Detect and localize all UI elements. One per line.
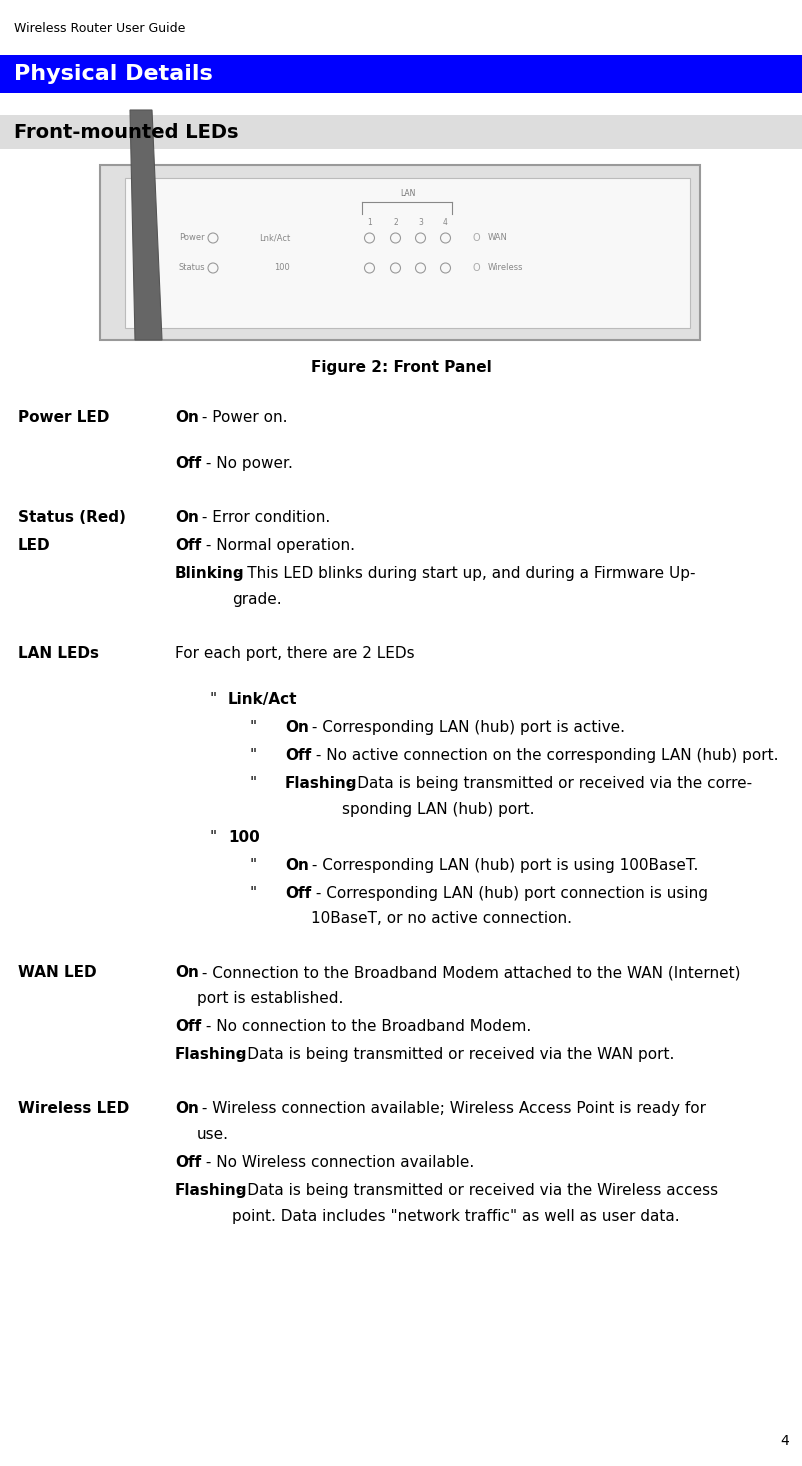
Text: 1: 1 — [367, 218, 371, 227]
Text: 2: 2 — [393, 218, 397, 227]
Text: 4: 4 — [780, 1434, 788, 1448]
Text: Off: Off — [175, 1019, 201, 1034]
Text: LAN: LAN — [399, 189, 415, 198]
Text: point. Data includes "network traffic" as well as user data.: point. Data includes "network traffic" a… — [232, 1208, 678, 1224]
Text: - Normal operation.: - Normal operation. — [200, 538, 354, 553]
Text: Status (Red): Status (Red) — [18, 510, 126, 525]
Text: Off: Off — [285, 748, 311, 762]
Text: - Data is being transmitted or received via the WAN port.: - Data is being transmitted or received … — [232, 1047, 674, 1061]
Bar — [100, 166, 699, 340]
Text: Flashing: Flashing — [285, 776, 357, 790]
Text: Status: Status — [178, 264, 205, 273]
Text: Lnk/Act: Lnk/Act — [258, 233, 290, 242]
Text: port is established.: port is established. — [196, 991, 343, 1006]
Text: - No Wireless connection available.: - No Wireless connection available. — [200, 1155, 474, 1170]
Text: ": " — [249, 858, 257, 872]
Text: - Corresponding LAN (hub) port connection is using: - Corresponding LAN (hub) port connectio… — [310, 885, 707, 900]
Text: Power LED: Power LED — [18, 410, 109, 425]
Text: Figure 2: Front Panel: Figure 2: Front Panel — [310, 361, 492, 375]
Text: ": " — [210, 692, 217, 707]
Text: Physical Details: Physical Details — [14, 65, 213, 84]
Text: ": " — [210, 830, 217, 844]
Text: O: O — [472, 233, 480, 243]
Text: Off: Off — [175, 538, 201, 553]
Text: Off: Off — [285, 885, 311, 900]
Text: 100: 100 — [228, 830, 259, 844]
Text: Power: Power — [179, 233, 205, 242]
Text: - Data is being transmitted or received via the Wireless access: - Data is being transmitted or received … — [232, 1183, 717, 1198]
Text: use.: use. — [196, 1127, 229, 1142]
Bar — [0, 56, 802, 92]
Text: LED: LED — [18, 538, 51, 553]
Text: - No power.: - No power. — [200, 456, 293, 471]
Text: O: O — [472, 262, 480, 273]
Text: ": " — [249, 885, 257, 900]
Text: WAN: WAN — [487, 233, 507, 242]
Text: Flashing: Flashing — [175, 1183, 247, 1198]
Text: On: On — [175, 1101, 199, 1116]
Text: Blinking: Blinking — [175, 566, 245, 581]
Text: - Wireless connection available; Wireless Access Point is ready for: - Wireless connection available; Wireles… — [196, 1101, 705, 1116]
Text: WAN LED: WAN LED — [18, 965, 96, 981]
Text: - No connection to the Broadband Modem.: - No connection to the Broadband Modem. — [200, 1019, 531, 1034]
Text: On: On — [285, 858, 309, 872]
Polygon shape — [130, 110, 162, 340]
Text: - No active connection on the corresponding LAN (hub) port.: - No active connection on the correspond… — [310, 748, 777, 762]
Text: Link/Act: Link/Act — [228, 692, 297, 707]
Text: LAN LEDs: LAN LEDs — [18, 645, 99, 661]
Text: 4: 4 — [443, 218, 448, 227]
Text: Wireless Router User Guide: Wireless Router User Guide — [14, 22, 185, 35]
Text: Off: Off — [175, 456, 201, 471]
Text: Wireless LED: Wireless LED — [18, 1101, 129, 1116]
Text: On: On — [175, 965, 199, 981]
Text: Flashing: Flashing — [175, 1047, 247, 1061]
Text: 100: 100 — [274, 264, 290, 273]
Text: On: On — [285, 720, 309, 734]
Text: 10BaseT, or no active connection.: 10BaseT, or no active connection. — [310, 912, 571, 927]
Text: For each port, there are 2 LEDs: For each port, there are 2 LEDs — [175, 645, 414, 661]
Text: - Corresponding LAN (hub) port is active.: - Corresponding LAN (hub) port is active… — [306, 720, 624, 734]
Text: On: On — [175, 510, 199, 525]
Text: Front-mounted LEDs: Front-mounted LEDs — [14, 123, 238, 142]
Bar — [125, 177, 689, 328]
Text: Wireless: Wireless — [487, 264, 522, 273]
Text: On: On — [175, 410, 199, 425]
Text: grade.: grade. — [232, 592, 282, 607]
Text: ": " — [249, 748, 257, 762]
Text: - Error condition.: - Error condition. — [196, 510, 330, 525]
Bar — [0, 114, 802, 150]
Text: - Power on.: - Power on. — [196, 410, 287, 425]
Text: ": " — [249, 776, 257, 790]
Text: sponding LAN (hub) port.: sponding LAN (hub) port. — [342, 802, 534, 817]
Text: - Corresponding LAN (hub) port is using 100BaseT.: - Corresponding LAN (hub) port is using … — [306, 858, 698, 872]
Text: ": " — [249, 720, 257, 734]
Text: 3: 3 — [418, 218, 423, 227]
Text: Off: Off — [175, 1155, 201, 1170]
Text: - Connection to the Broadband Modem attached to the WAN (Internet): - Connection to the Broadband Modem atta… — [196, 965, 739, 981]
Text: - Data is being transmitted or received via the corre-: - Data is being transmitted or received … — [342, 776, 751, 790]
Text: - This LED blinks during start up, and during a Firmware Up-: - This LED blinks during start up, and d… — [232, 566, 695, 581]
